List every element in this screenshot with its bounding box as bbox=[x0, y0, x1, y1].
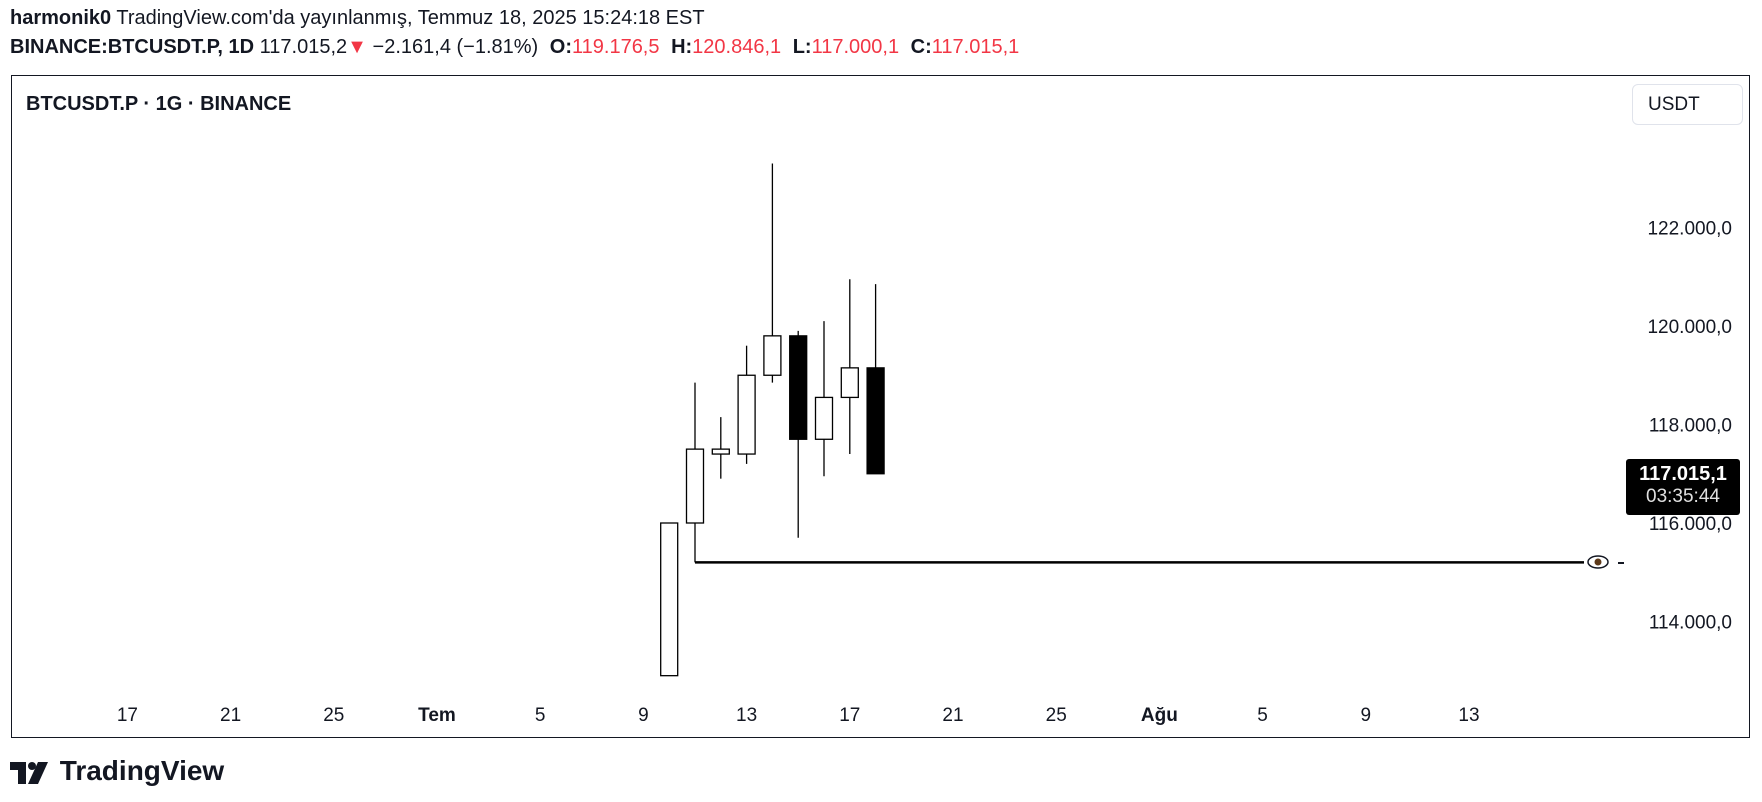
close-value: 117.015,1 bbox=[931, 36, 1020, 58]
y-tick-label: 122.000,0 bbox=[1647, 219, 1732, 240]
candle-body bbox=[711, 448, 730, 455]
x-tick-label: Tem bbox=[418, 705, 456, 726]
down-arrow-icon: ▼ bbox=[347, 36, 367, 58]
candle bbox=[685, 382, 705, 563]
candle-body bbox=[685, 448, 705, 524]
eye-icon bbox=[1587, 555, 1609, 569]
high-value: 120.846,1 bbox=[692, 36, 782, 58]
x-tick-label: 21 bbox=[220, 705, 241, 726]
candle bbox=[763, 163, 782, 383]
x-tick-label: 25 bbox=[1046, 705, 1067, 726]
y-tick-label: 118.000,0 bbox=[1649, 416, 1732, 437]
publish-date: TradingView.com'da yayınlanmış, Temmuz 1… bbox=[116, 7, 705, 29]
candle-body bbox=[814, 396, 834, 440]
x-tick-label: 5 bbox=[535, 705, 546, 726]
x-tick-label: 5 bbox=[1257, 705, 1268, 726]
x-tick-label: 9 bbox=[638, 705, 649, 726]
x-tick-label: 25 bbox=[323, 705, 344, 726]
price-axis: 114.000,0 116.000,0 118.000,0 120.000,0 122.… bbox=[1647, 219, 1732, 634]
candle bbox=[789, 330, 808, 538]
x-tick-label: 9 bbox=[1361, 705, 1372, 726]
last-price: 117.015,2 bbox=[259, 36, 348, 58]
open-label: O: bbox=[549, 36, 572, 58]
low-label: L: bbox=[792, 36, 812, 58]
candle bbox=[814, 321, 834, 477]
open-value: 119.176,5 bbox=[572, 36, 660, 58]
candle bbox=[840, 279, 859, 455]
y-tick-label: 116.000,0 bbox=[1649, 514, 1732, 535]
price-change: −2.161,4 (−1.81%) bbox=[372, 36, 539, 58]
x-tick-label: 17 bbox=[117, 705, 138, 726]
candle-body bbox=[737, 374, 756, 455]
candles-layer bbox=[660, 163, 885, 677]
candle-body bbox=[660, 522, 679, 677]
candle-body bbox=[840, 367, 859, 399]
last-price-label: 117.015,1 03:35:44 bbox=[1626, 459, 1740, 515]
chart-title: BTCUSDT.P · 1G · BINANCE bbox=[26, 93, 292, 115]
candle-body bbox=[866, 367, 885, 475]
symbol-name[interactable]: BINANCE:BTCUSDT.P, 1D bbox=[10, 36, 255, 58]
y-tick-label: 114.000,0 bbox=[1649, 613, 1732, 634]
candle bbox=[660, 522, 679, 677]
x-tick-label: 13 bbox=[736, 705, 757, 726]
symbol-legend: BINANCE:BTCUSDT.P, 1D 117.015,2▼ −2.161,… bbox=[10, 36, 1019, 59]
publish-info: harmonik0 TradingView.com'da yayınlanmış… bbox=[10, 7, 705, 30]
time-axis: 17 21 25 Tem 5 9 13 17 21 25 Ağu 5 9 13 bbox=[117, 705, 1480, 726]
candle-body bbox=[789, 335, 808, 440]
close-label: C: bbox=[910, 36, 932, 58]
candle bbox=[737, 345, 756, 464]
x-tick-label: 17 bbox=[839, 705, 860, 726]
x-tick-label: 21 bbox=[942, 705, 963, 726]
author-name[interactable]: harmonik0 bbox=[10, 7, 112, 29]
chart-frame[interactable] bbox=[11, 75, 1750, 738]
currency-selector[interactable]: USDT bbox=[1632, 84, 1743, 125]
low-value: 117.000,1 bbox=[811, 36, 900, 58]
bar-countdown: 03:35:44 bbox=[1646, 486, 1720, 507]
tradingview-logo-icon bbox=[10, 761, 48, 784]
last-price-value: 117.015,1 bbox=[1639, 463, 1727, 485]
candle-body bbox=[763, 335, 782, 376]
tradingview-logo[interactable]: TradingView bbox=[10, 755, 224, 787]
candle bbox=[866, 284, 885, 475]
x-tick-label: Ağu bbox=[1141, 705, 1178, 726]
tradingview-logo-text: TradingView bbox=[59, 755, 225, 786]
candle bbox=[711, 417, 730, 479]
y-tick-label: 120.000,0 bbox=[1647, 317, 1732, 338]
x-tick-label: 13 bbox=[1458, 705, 1479, 726]
high-label: H: bbox=[671, 36, 693, 58]
